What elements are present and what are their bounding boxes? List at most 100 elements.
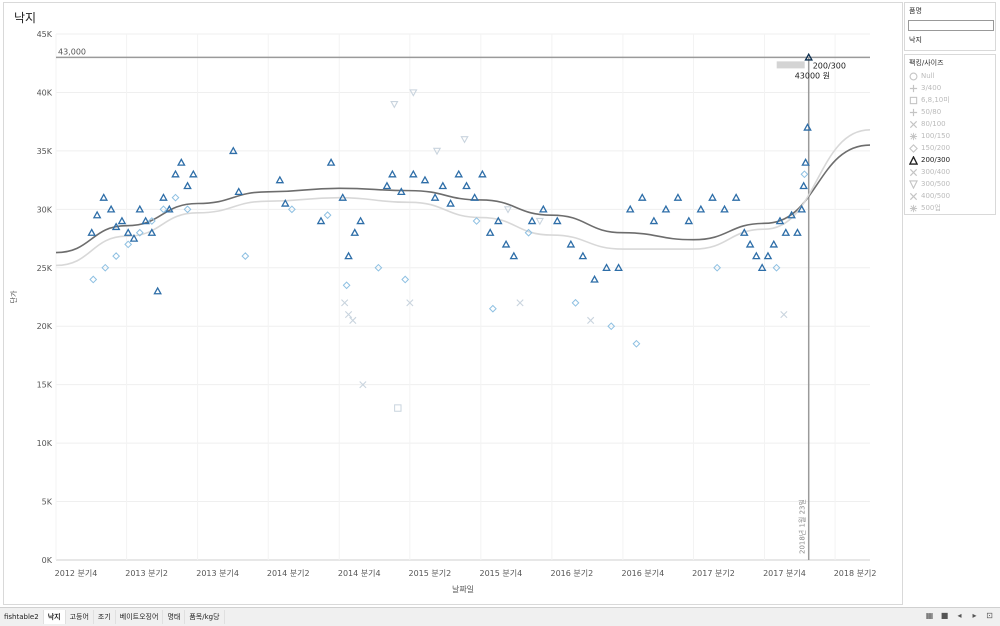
tooltip-price: 43000 원 bbox=[795, 71, 830, 80]
list-view-icon[interactable]: ■ bbox=[940, 611, 949, 620]
legend-item[interactable]: 80/100 bbox=[905, 118, 995, 130]
legend-item[interactable]: 150/200 bbox=[905, 142, 995, 154]
scroll-right-icon[interactable]: ▸ bbox=[972, 611, 977, 620]
data-point bbox=[135, 228, 144, 237]
data-point bbox=[101, 263, 110, 272]
data-point bbox=[793, 228, 802, 236]
data-point bbox=[625, 204, 635, 213]
data-point bbox=[189, 169, 198, 178]
data-point bbox=[769, 239, 779, 248]
filter-search-input[interactable] bbox=[908, 20, 994, 31]
data-point bbox=[757, 263, 767, 271]
x-tick-label: 2015 분기2 bbox=[408, 569, 451, 578]
legend-item[interactable]: 500업 bbox=[905, 202, 995, 214]
data-point bbox=[275, 175, 285, 184]
data-point bbox=[323, 211, 332, 220]
data-point bbox=[503, 206, 513, 214]
data-point bbox=[123, 228, 133, 236]
sheet-tab[interactable]: 조기 bbox=[94, 610, 116, 624]
x-icon bbox=[909, 120, 918, 128]
scroll-left-icon[interactable]: ◂ bbox=[957, 611, 962, 620]
sheet-title: 낙지 bbox=[14, 11, 37, 25]
data-point bbox=[462, 181, 471, 190]
sheet-tab[interactable]: 명태 bbox=[163, 610, 186, 624]
data-point bbox=[607, 322, 616, 331]
triangle-down-icon bbox=[909, 179, 918, 189]
x-tick-label: 2014 분기4 bbox=[338, 569, 381, 578]
data-point bbox=[781, 228, 791, 236]
filter-value[interactable]: 낙지 bbox=[909, 36, 922, 44]
data-point bbox=[338, 193, 348, 201]
x-tick-label: 2017 분기4 bbox=[763, 569, 806, 578]
data-point bbox=[739, 228, 749, 236]
legend-item[interactable]: 300/500 bbox=[905, 178, 995, 190]
scatter-chart[interactable]: 0K 5K 10K 15K 20K 25K 30K 35K 40K 45K 2012 분기4 2013… bbox=[4, 3, 902, 604]
legend-item[interactable]: 200/300 bbox=[905, 154, 995, 166]
data-point bbox=[673, 193, 683, 201]
data-point bbox=[488, 304, 497, 313]
legend-item[interactable]: 300/400 bbox=[905, 166, 995, 178]
legend-item[interactable]: 6,8,10미 bbox=[905, 94, 995, 106]
data-point bbox=[241, 252, 250, 260]
data-point bbox=[430, 193, 440, 201]
legend-item[interactable]: Null bbox=[905, 70, 995, 82]
legend-item[interactable]: 100/150 bbox=[905, 130, 995, 142]
data-point bbox=[287, 205, 296, 214]
x-tick-label: 2015 분기4 bbox=[479, 569, 522, 578]
data-point bbox=[374, 263, 383, 272]
x-icon bbox=[909, 192, 918, 200]
legend-item[interactable]: 400/500 bbox=[905, 190, 995, 202]
legend-item[interactable]: 3/400 bbox=[905, 82, 995, 94]
y-tick-label: 35K bbox=[37, 147, 53, 156]
data-point bbox=[394, 404, 402, 412]
plus-icon bbox=[909, 84, 918, 92]
diamond-icon bbox=[909, 143, 918, 153]
worksheet: 낙지 0K 5K 10K 15K 20K 25K 30K 35K 40K 45K 2012 분기4 2… bbox=[3, 2, 903, 605]
data-point bbox=[713, 263, 722, 272]
data-point bbox=[409, 89, 418, 97]
x-axis-label: 날짜일 bbox=[452, 584, 474, 594]
data-point bbox=[472, 217, 481, 225]
data-point bbox=[147, 217, 156, 225]
data-point bbox=[129, 234, 139, 242]
data-point bbox=[731, 193, 741, 201]
filter-title: 품명 bbox=[909, 7, 922, 15]
data-point bbox=[112, 252, 121, 260]
data-point bbox=[171, 193, 180, 202]
data-point bbox=[344, 251, 353, 260]
data-point bbox=[772, 263, 781, 272]
data-point bbox=[478, 169, 487, 178]
data-point bbox=[177, 158, 186, 166]
trend-line bbox=[55, 129, 871, 267]
legend-item-label: 100/150 bbox=[921, 132, 951, 140]
legend-item-label: 300/500 bbox=[921, 180, 951, 188]
data-point bbox=[801, 158, 810, 166]
sheet-tab[interactable]: 품목/kg당 bbox=[185, 610, 225, 624]
sheet-tab[interactable]: 고등어 bbox=[66, 610, 94, 624]
sheet-tab[interactable]: 베이트오징어 bbox=[116, 610, 164, 624]
data-point bbox=[637, 193, 647, 201]
sheet-tab[interactable]: 낙지 bbox=[43, 610, 66, 624]
data-point bbox=[800, 170, 809, 179]
data-point bbox=[552, 216, 562, 225]
data-point bbox=[614, 263, 623, 271]
data-point bbox=[159, 205, 168, 214]
data-point bbox=[775, 216, 785, 225]
data-point bbox=[470, 193, 479, 201]
grid-view-icon[interactable]: ▦ bbox=[925, 611, 934, 620]
series-150/200 bbox=[89, 170, 809, 348]
data-point bbox=[135, 204, 145, 213]
x-tick-label: 2017 분기2 bbox=[692, 569, 735, 578]
present-icon[interactable]: ⊡ bbox=[986, 611, 993, 620]
data-point bbox=[229, 146, 238, 155]
data-point bbox=[350, 228, 360, 236]
legend-item[interactable]: 50/80 bbox=[905, 106, 995, 118]
data-point bbox=[494, 216, 503, 225]
x-tick-label: 2014 분기2 bbox=[267, 569, 310, 578]
data-point bbox=[397, 187, 406, 196]
data-point bbox=[388, 169, 397, 178]
data-point bbox=[183, 205, 192, 214]
sheet-tab[interactable]: fishtable2 bbox=[0, 610, 44, 624]
data-point bbox=[341, 299, 349, 307]
data-point bbox=[153, 286, 162, 295]
